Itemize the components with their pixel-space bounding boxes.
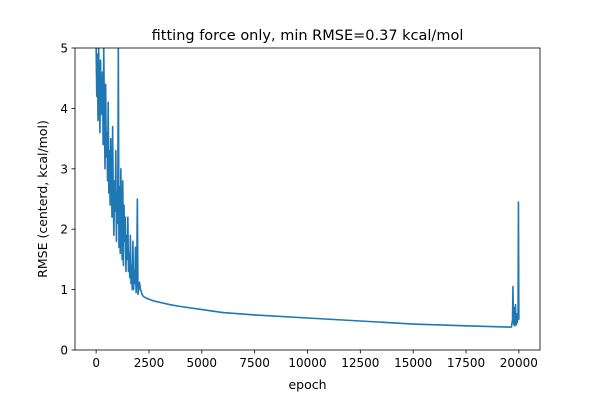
x-tick-label: 0 — [92, 356, 100, 370]
x-tick-label: 2500 — [134, 356, 165, 370]
plot-frame — [74, 47, 541, 351]
y-tick-label: 1 — [60, 283, 68, 297]
x-axis-label: epoch — [288, 377, 326, 392]
x-tick-label: 5000 — [187, 356, 218, 370]
x-tick-label: 7500 — [239, 356, 270, 370]
x-tick-label: 10000 — [288, 356, 326, 370]
y-tick-label: 3 — [60, 162, 68, 176]
plot-area — [95, 48, 520, 328]
chart-title: fitting force only, min RMSE=0.37 kcal/m… — [152, 28, 464, 44]
x-axis-ticks: 0 2500 5000 7500 10000 12500 15000 17500 20000 — [92, 350, 538, 370]
x-tick-label: 15000 — [394, 356, 432, 370]
x-tick-label: 12500 — [341, 356, 379, 370]
x-tick-label: 17500 — [447, 356, 485, 370]
y-tick-label: 5 — [60, 42, 68, 56]
y-tick-label: 2 — [60, 223, 68, 237]
y-tick-label: 4 — [60, 102, 68, 116]
y-tick-label: 0 — [60, 344, 68, 358]
rmse-series-line — [95, 48, 520, 328]
x-tick-label: 20000 — [500, 356, 538, 370]
y-axis-label: RMSE (centerd, kcal/mol) — [35, 120, 50, 278]
y-axis-ticks: 0 1 2 3 4 5 — [60, 42, 75, 358]
